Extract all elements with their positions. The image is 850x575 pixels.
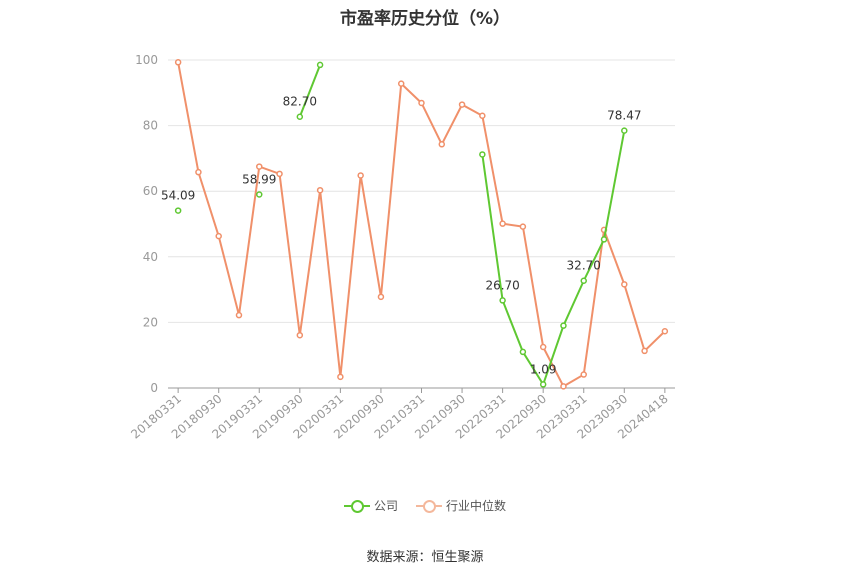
y-tick-label: 40 — [143, 250, 158, 264]
data-point-industry — [195, 168, 202, 176]
data-point-company — [174, 207, 182, 214]
data-label-company: 58.99 — [242, 173, 276, 187]
y-tick-label: 60 — [143, 184, 158, 198]
legend-label-industry: 行业中位数 — [446, 499, 507, 513]
data-point-industry — [438, 141, 446, 148]
data-point-industry — [296, 331, 304, 339]
data-point-company — [519, 348, 527, 356]
data-label-company: 54.09 — [161, 189, 195, 203]
y-tick-label: 20 — [143, 315, 158, 329]
data-point-company — [499, 297, 506, 304]
chart-title: 市盈率历史分位（%） — [339, 9, 511, 29]
data-point-industry — [519, 223, 527, 230]
data-point-industry — [479, 112, 486, 120]
data-point-industry — [580, 371, 587, 378]
data-point-company — [560, 322, 567, 329]
line-chart: 0204060801002018033120180930201903312019… — [128, 53, 675, 442]
data-point-industry — [641, 347, 648, 355]
data-point-industry — [215, 232, 222, 240]
y-tick-label: 0 — [150, 381, 158, 395]
data-point-industry — [458, 101, 466, 108]
data-point-industry — [560, 383, 567, 390]
y-tick-label: 100 — [135, 53, 158, 67]
data-label-company: 1.09 — [530, 362, 557, 376]
legend-label-company: 公司 — [373, 499, 398, 513]
data-point-industry — [357, 172, 364, 179]
data-label-company: 26.70 — [485, 278, 519, 292]
data-point-industry — [418, 99, 425, 107]
data-point-industry — [337, 373, 344, 381]
legend-swatch-company — [343, 499, 370, 513]
data-point-company — [296, 113, 304, 120]
series-line-company — [298, 64, 322, 118]
legend: 公司 行业中位数 — [0, 497, 850, 514]
series-line-industry — [177, 62, 666, 388]
y-tick-label: 80 — [143, 119, 158, 133]
data-point-industry — [397, 80, 405, 87]
data-point-company — [479, 151, 486, 158]
data-point-industry — [316, 186, 324, 194]
data-point-industry — [276, 170, 283, 178]
data-label-company: 82.70 — [283, 95, 317, 109]
data-point-company — [316, 61, 324, 69]
data-point-industry — [256, 163, 263, 170]
data-point-company — [621, 127, 628, 134]
data-label-company: 78.47 — [607, 109, 641, 123]
data-point-industry — [377, 293, 385, 301]
data-point-industry — [499, 220, 506, 227]
legend-item-industry[interactable]: 行业中位数 — [416, 497, 506, 514]
data-point-company — [600, 236, 608, 243]
legend-swatch-industry — [416, 499, 442, 513]
data-point-company — [256, 191, 263, 198]
data-point-industry — [661, 328, 669, 335]
data-point-company — [580, 277, 587, 284]
data-source: 数据来源：恒生聚源 — [366, 550, 484, 565]
data-point-industry — [539, 343, 547, 351]
data-point-industry — [621, 281, 628, 288]
series-line-company — [481, 130, 626, 387]
data-point-industry — [235, 311, 243, 319]
data-point-industry — [174, 59, 182, 66]
data-label-company: 32.70 — [567, 259, 601, 273]
data-point-company — [539, 381, 547, 388]
legend-item-company[interactable]: 公司 — [343, 497, 398, 514]
